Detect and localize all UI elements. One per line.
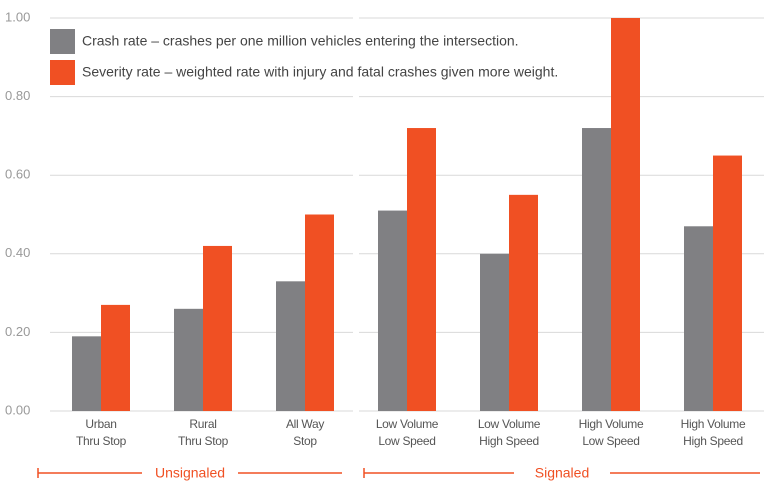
legend-label: Severity rate – weighted rate with injur… — [82, 64, 558, 80]
bar — [480, 253, 509, 411]
legend-label: Crash rate – crashes per one million veh… — [82, 33, 519, 49]
bar — [582, 128, 611, 412]
bar — [305, 214, 334, 411]
group-label: Signaled — [535, 465, 590, 481]
bar — [72, 336, 101, 411]
bar — [407, 128, 436, 412]
y-tick-label: 0.60 — [5, 167, 30, 182]
bar — [611, 18, 640, 411]
y-tick-label: 0.00 — [5, 402, 30, 417]
bar — [684, 226, 713, 411]
x-tick-label: High Volume High Speed — [681, 417, 746, 448]
bar — [203, 245, 232, 411]
bar — [101, 304, 130, 411]
y-tick-label: 0.20 — [5, 324, 30, 339]
bar — [378, 210, 407, 411]
x-tick-label: Rural Thru Stop — [178, 417, 229, 448]
x-tick-label: High Volume Low Speed — [579, 417, 644, 448]
legend-swatch — [50, 29, 75, 54]
y-tick-label: 1.00 — [5, 9, 30, 24]
y-tick-label: 0.40 — [5, 245, 30, 260]
x-tick-label: Low Volume Low Speed — [376, 417, 439, 448]
y-tick-label: 0.80 — [5, 88, 30, 103]
group-label: Unsignaled — [155, 465, 225, 481]
bar — [174, 308, 203, 411]
bar — [713, 155, 742, 411]
bar — [509, 194, 538, 411]
x-tick-label: All Way Stop — [286, 417, 324, 448]
x-tick-label: Urban Thru Stop — [76, 417, 127, 448]
legend-swatch — [50, 60, 75, 85]
bar — [276, 281, 305, 411]
x-tick-label: Low Volume High Speed — [478, 417, 541, 448]
